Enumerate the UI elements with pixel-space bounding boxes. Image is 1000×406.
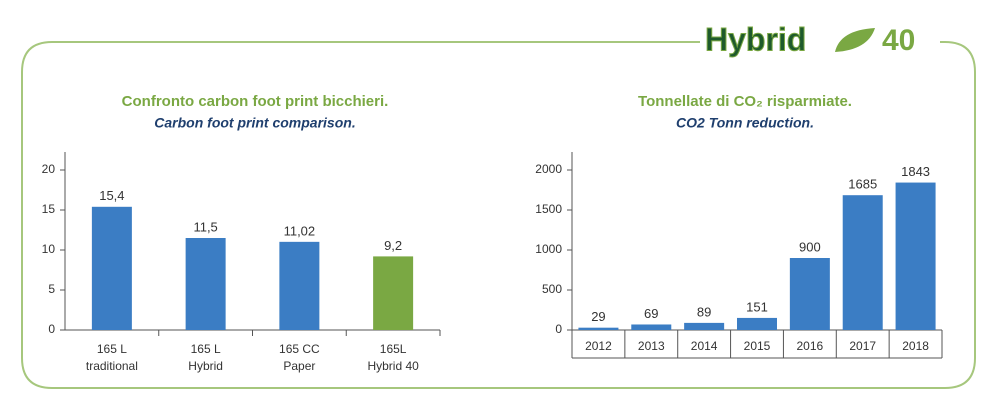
value-label: 151 — [746, 299, 768, 314]
bar — [789, 258, 830, 330]
x-tick-label: Hybrid 40 — [367, 359, 419, 373]
chart-title: Tonnellate di CO₂ risparmiate. — [638, 93, 852, 110]
x-tick-label: 2016 — [797, 339, 824, 353]
y-tick-label: 10 — [42, 242, 56, 256]
value-label: 69 — [644, 306, 658, 321]
value-label: 11,02 — [284, 223, 316, 238]
bar — [185, 238, 226, 330]
logo-number: 40 — [882, 24, 915, 57]
y-tick-label: 1000 — [535, 242, 562, 256]
y-tick-label: 15 — [42, 202, 56, 216]
bar — [631, 324, 672, 330]
y-tick-label: 2000 — [535, 162, 562, 176]
x-tick-label: 2017 — [849, 339, 876, 353]
y-tick-label: 20 — [42, 162, 56, 176]
value-label: 11,5 — [193, 219, 217, 234]
chart-subtitle: CO2 Tonn reduction. — [676, 115, 814, 131]
bar — [279, 241, 320, 330]
bar — [373, 256, 414, 330]
x-tick-label: 165 CC — [279, 342, 320, 356]
x-tick-label: 2015 — [744, 339, 771, 353]
value-label: 1843 — [901, 164, 930, 179]
x-tick-label: 165L — [380, 342, 407, 356]
bar — [91, 206, 132, 330]
chart-title: Confronto carbon foot print bicchieri. — [122, 93, 389, 110]
bar — [895, 182, 936, 330]
value-label: 9,2 — [384, 238, 402, 253]
chart-subtitle: Carbon foot print comparison. — [154, 115, 355, 131]
logo-background — [700, 22, 940, 62]
x-tick-label: 2014 — [691, 339, 718, 353]
y-tick-label: 1500 — [535, 202, 562, 216]
y-tick-label: 500 — [542, 282, 562, 296]
x-tick-label: 2013 — [638, 339, 665, 353]
value-label: 900 — [799, 239, 821, 254]
value-label: 15,4 — [99, 188, 124, 203]
value-label: 29 — [591, 309, 605, 324]
x-tick-label: 165 L — [191, 342, 221, 356]
bar — [578, 327, 619, 330]
y-tick-label: 5 — [48, 282, 55, 296]
logo-leaf — [835, 28, 875, 52]
value-label: 1685 — [848, 177, 877, 192]
y-tick-label: 0 — [555, 322, 562, 336]
x-tick-label: Hybrid — [188, 359, 223, 373]
x-tick-label: 2018 — [902, 339, 929, 353]
value-label: 89 — [697, 304, 711, 319]
y-tick-label: 0 — [48, 322, 55, 336]
x-tick-label: Paper — [283, 359, 315, 373]
logo-name: Hybrid — [705, 21, 806, 57]
x-tick-label: 165 L — [97, 342, 127, 356]
frame — [21, 41, 976, 389]
x-tick-label: traditional — [86, 359, 138, 373]
bar — [737, 317, 777, 330]
bar — [842, 195, 883, 330]
bar — [684, 322, 725, 330]
x-tick-label: 2012 — [585, 339, 612, 353]
